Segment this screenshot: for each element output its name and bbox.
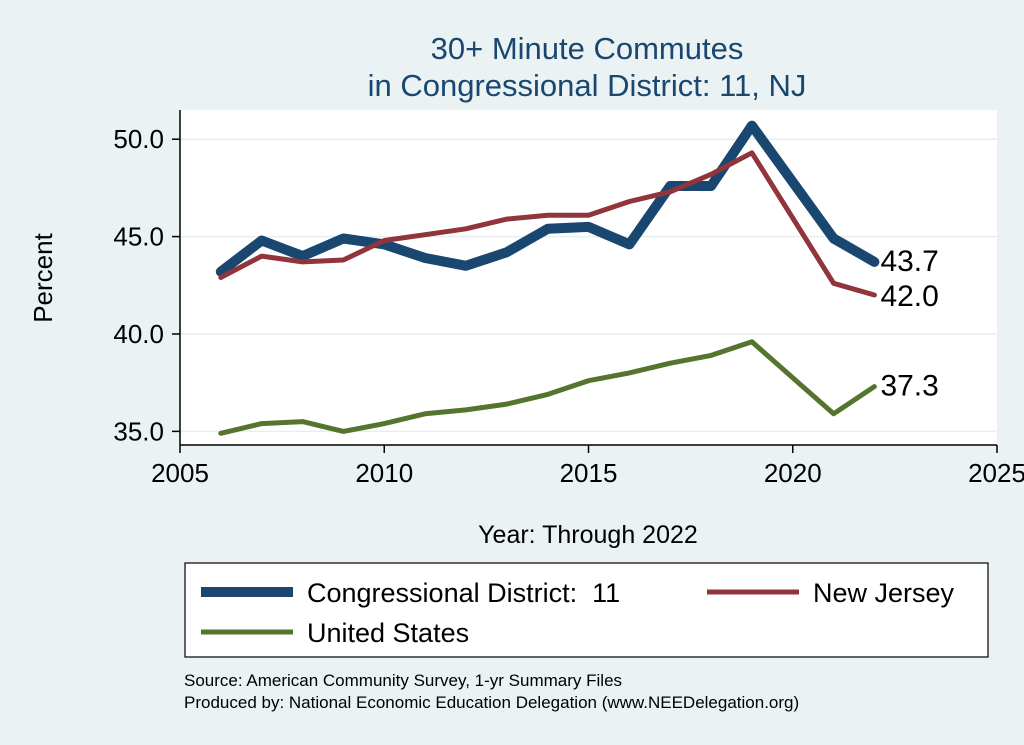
- source-note: Source: American Community Survey, 1-yr …: [184, 671, 622, 690]
- end-label-district: 43.7: [880, 245, 938, 278]
- end-label-new-jersey: 42.0: [880, 280, 938, 313]
- end-labels: 43.742.0 37.3: [880, 245, 938, 403]
- y-tick-label: 45.0: [113, 222, 164, 252]
- legend: Congressional District: 11 New Jersey Un…: [184, 562, 989, 658]
- x-axis: 2005 2010 2015 2020 2025: [151, 444, 1024, 488]
- produced-by-note: Produced by: National Economic Education…: [184, 693, 799, 712]
- x-tick-label: 2005: [151, 458, 209, 488]
- y-tick-label: 50.0: [113, 124, 164, 154]
- y-axis: 35.0 40.0 45.0 50.0: [113, 110, 181, 446]
- series-lines: [215, 120, 880, 436]
- series-line-district: [215, 120, 880, 277]
- series-line-new-jersey: [218, 150, 877, 298]
- x-tick-label: 2015: [560, 458, 618, 488]
- chart-title-line-1: 30+ Minute Commutes: [431, 31, 744, 66]
- x-tick-label: 2020: [764, 458, 822, 488]
- x-tick-label: 2025: [968, 458, 1024, 488]
- legend-box: [184, 562, 989, 658]
- legend-label-united-states: United States: [307, 618, 469, 648]
- x-axis-label: Year: Through 2022: [478, 521, 698, 549]
- y-tick-label: 40.0: [113, 319, 164, 349]
- y-tick-label: 35.0: [113, 416, 164, 446]
- legend-label-district: Congressional District: 11: [307, 578, 620, 608]
- x-tick-label: 2010: [355, 458, 413, 488]
- legend-label-new-jersey: New Jersey: [813, 578, 955, 608]
- series-line-united-states: [218, 339, 877, 436]
- plot-area: [180, 110, 997, 445]
- chart-title-line-2: in Congressional District: 11, NJ: [368, 68, 807, 103]
- grid-lines: [180, 138, 997, 433]
- end-label-united-states: 37.3: [880, 370, 938, 403]
- y-axis-label: Percent: [28, 232, 58, 322]
